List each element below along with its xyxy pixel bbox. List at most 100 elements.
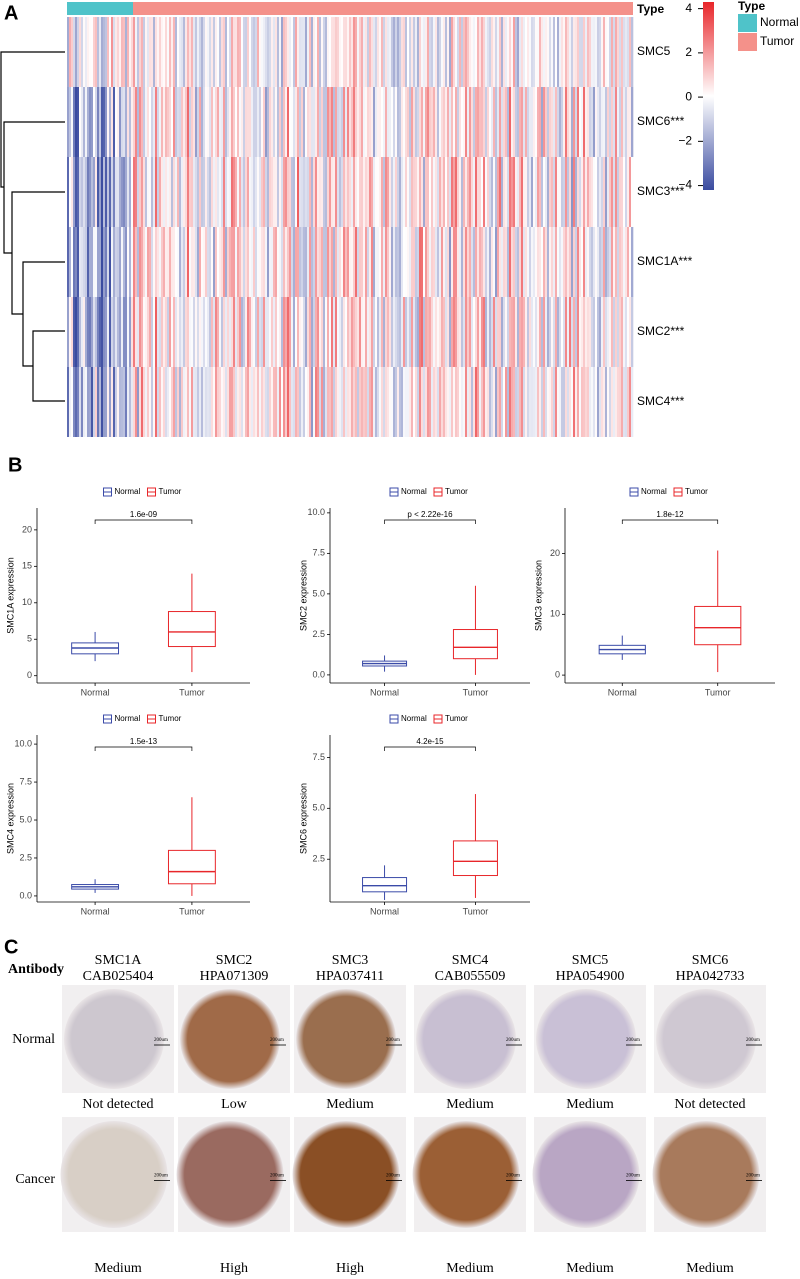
heatmap-cell bbox=[165, 157, 168, 227]
heatmap-cell bbox=[619, 227, 622, 297]
heatmap-cell bbox=[533, 297, 536, 367]
heatmap-cell bbox=[69, 87, 72, 157]
heatmap-cell bbox=[175, 367, 178, 437]
heatmap-cell bbox=[217, 227, 220, 297]
heatmap-cell bbox=[181, 297, 184, 367]
heatmap-cell bbox=[95, 367, 98, 437]
heatmap-cell bbox=[205, 87, 208, 157]
heatmap-cell bbox=[355, 157, 358, 227]
heatmap-cell bbox=[223, 297, 226, 367]
heatmap-cell bbox=[173, 227, 176, 297]
heatmap-cell bbox=[105, 157, 108, 227]
x-tick-label: Tumor bbox=[463, 906, 489, 916]
heatmap-cell bbox=[571, 17, 574, 87]
heatmap-cell bbox=[553, 227, 556, 297]
heatmap-cell bbox=[79, 17, 82, 87]
heatmap-cell bbox=[587, 227, 590, 297]
heatmap-cell bbox=[109, 87, 112, 157]
heatmap-cell bbox=[553, 297, 556, 367]
heatmap-cell bbox=[125, 17, 128, 87]
heatmap-cell bbox=[229, 17, 232, 87]
heatmap-cell bbox=[369, 367, 372, 437]
heatmap-cell bbox=[551, 17, 554, 87]
heatmap-cell bbox=[433, 17, 436, 87]
heatmap-cell bbox=[343, 297, 346, 367]
heatmap-cell bbox=[417, 367, 420, 437]
heatmap-cell bbox=[333, 297, 336, 367]
heatmap-cell bbox=[555, 87, 558, 157]
heatmap-cell bbox=[609, 227, 612, 297]
heatmap-cell bbox=[161, 367, 164, 437]
heatmap-cell bbox=[169, 87, 172, 157]
heatmap-cell bbox=[321, 87, 324, 157]
heatmap-cell bbox=[177, 87, 180, 157]
heatmap-cell bbox=[581, 367, 584, 437]
heatmap-cell bbox=[225, 157, 228, 227]
legend-label: Tumor bbox=[445, 487, 468, 496]
heatmap-cell bbox=[481, 17, 484, 87]
heatmap-cell bbox=[447, 17, 450, 87]
heatmap-cell bbox=[609, 157, 612, 227]
heatmap-cell bbox=[125, 87, 128, 157]
heatmap-cell bbox=[155, 297, 158, 367]
heatmap-cell bbox=[567, 227, 570, 297]
heatmap-cell bbox=[453, 227, 456, 297]
heatmap-cell bbox=[573, 297, 576, 367]
heatmap-cell bbox=[577, 157, 580, 227]
heatmap-cell bbox=[97, 227, 100, 297]
heatmap-cell bbox=[625, 367, 628, 437]
heatmap-cell bbox=[473, 17, 476, 87]
heatmap-cell bbox=[217, 157, 220, 227]
heatmap-cell bbox=[337, 157, 340, 227]
heatmap-cell bbox=[81, 87, 84, 157]
heatmap-cell bbox=[595, 367, 598, 437]
heatmap-cell bbox=[207, 297, 210, 367]
heatmap-cell bbox=[149, 157, 152, 227]
heatmap-cell bbox=[515, 87, 518, 157]
heatmap-cell bbox=[151, 17, 154, 87]
heatmap-cell bbox=[305, 367, 308, 437]
heatmap-cell bbox=[251, 87, 254, 157]
heatmap-cell bbox=[579, 227, 582, 297]
heatmap-cell bbox=[359, 87, 362, 157]
heatmap-cell bbox=[145, 297, 148, 367]
heatmap-cell bbox=[313, 227, 316, 297]
heatmap-cell bbox=[247, 297, 250, 367]
heatmap-cell bbox=[87, 87, 90, 157]
heatmap-cell bbox=[585, 17, 588, 87]
heatmap-cell bbox=[605, 157, 608, 227]
heatmap-cell bbox=[487, 227, 490, 297]
heatmap-cell bbox=[223, 157, 226, 227]
heatmap-cell bbox=[113, 17, 116, 87]
heatmap-cell bbox=[553, 87, 556, 157]
heatmap-cell bbox=[297, 227, 300, 297]
heatmap-cell bbox=[377, 17, 380, 87]
heatmap-cell bbox=[351, 87, 354, 157]
heatmap-cell bbox=[551, 87, 554, 157]
heatmap-cell bbox=[157, 17, 160, 87]
heatmap-cell bbox=[369, 297, 372, 367]
heatmap-cell bbox=[383, 87, 386, 157]
heatmap-cell bbox=[389, 367, 392, 437]
heatmap-cell bbox=[193, 157, 196, 227]
heatmap-cell bbox=[227, 367, 230, 437]
heatmap-cell bbox=[239, 367, 242, 437]
heatmap-cell bbox=[403, 227, 406, 297]
heatmap-cell bbox=[369, 87, 372, 157]
heatmap-cell bbox=[161, 157, 164, 227]
heatmap-cell bbox=[557, 367, 560, 437]
heatmap-cell bbox=[293, 227, 296, 297]
heatmap-cell bbox=[537, 17, 540, 87]
heatmap-cell bbox=[203, 87, 206, 157]
heatmap-cell bbox=[99, 157, 102, 227]
heatmap-cell bbox=[551, 367, 554, 437]
heatmap-cell bbox=[73, 297, 76, 367]
heatmap-cell bbox=[227, 87, 230, 157]
heatmap-cell bbox=[477, 157, 480, 227]
heatmap-cell bbox=[399, 367, 402, 437]
heatmap-cell bbox=[175, 297, 178, 367]
heatmap-cell bbox=[295, 297, 298, 367]
heatmap-cell bbox=[275, 367, 278, 437]
heatmap-cell bbox=[453, 297, 456, 367]
